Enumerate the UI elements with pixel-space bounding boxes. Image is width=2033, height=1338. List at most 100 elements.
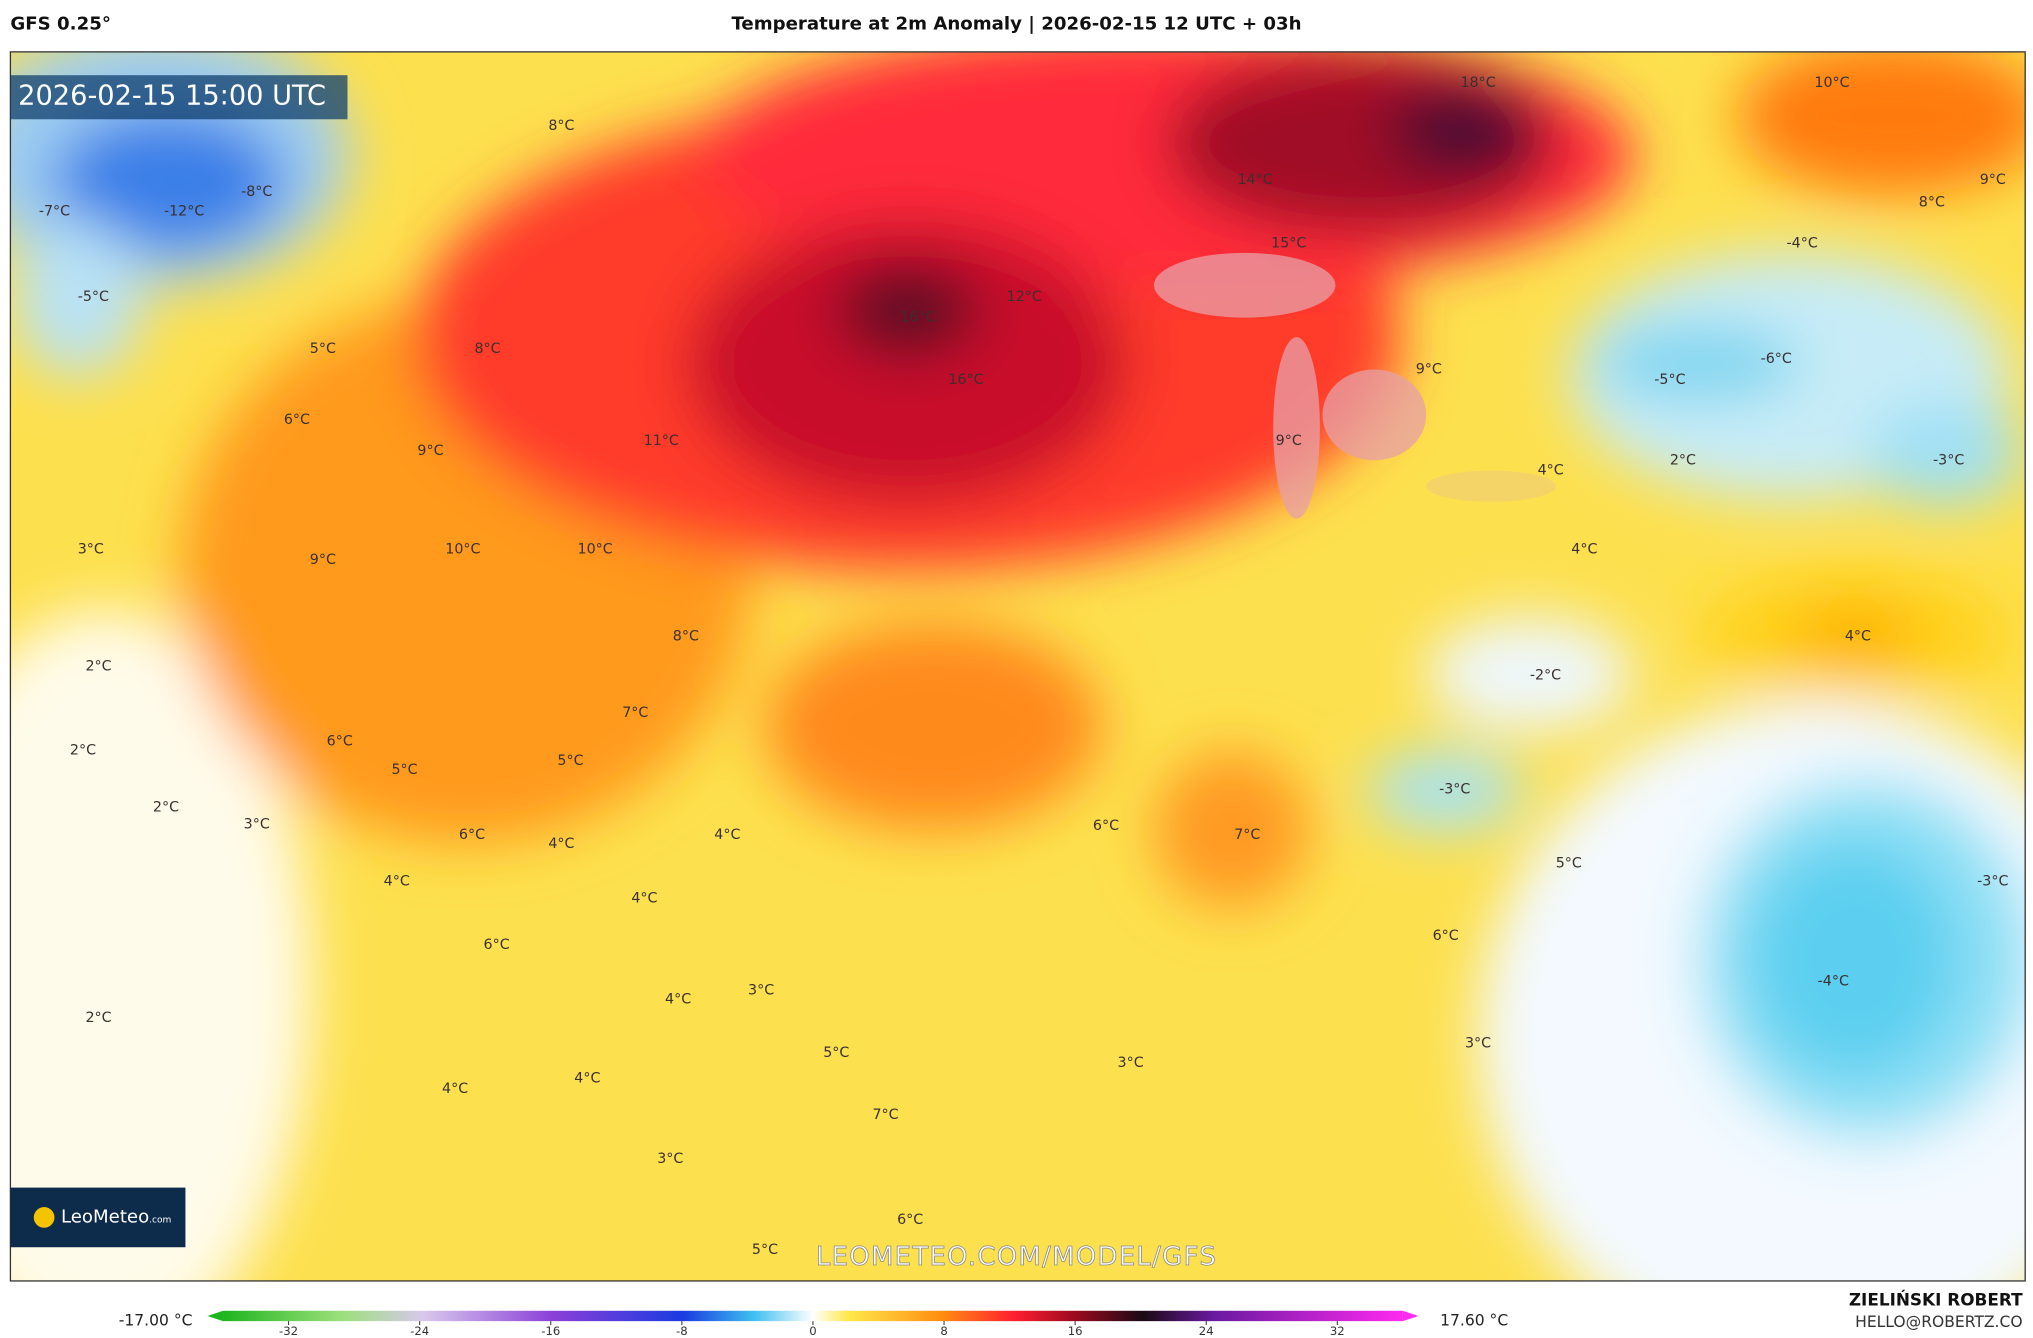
temperature-label: 4°C [1845, 629, 1871, 645]
temperature-label: 3°C [748, 983, 774, 999]
map-frame [9, 51, 2026, 1282]
colorbar-tick-label: 8 [940, 1324, 947, 1338]
temperature-label: 3°C [1465, 1036, 1491, 1052]
temperature-label: 16°C [948, 372, 983, 388]
temperature-label: 2°C [85, 658, 111, 674]
temperature-label: -5°C [1654, 372, 1685, 388]
temperature-label: 9°C [310, 552, 336, 568]
temperature-label: 9°C [1980, 172, 2006, 188]
temperature-label: 4°C [442, 1081, 468, 1097]
temperature-label: 4°C [665, 992, 691, 1008]
temperature-label: -3°C [1977, 874, 2008, 890]
temperature-label: 18°C [1460, 75, 1495, 91]
temperature-label: 7°C [622, 705, 648, 721]
temperature-label: 5°C [557, 753, 583, 769]
logo-sun [33, 1207, 55, 1228]
temperature-label: 14°C [1237, 172, 1272, 188]
colorbar-tick-label: -32 [279, 1324, 298, 1338]
temperature-label: 4°C [631, 890, 657, 906]
temperature-label: 2°C [1670, 452, 1696, 468]
temperature-label: 6°C [284, 412, 310, 428]
temperature-label: -12°C [164, 203, 204, 219]
temperature-label: 2°C [85, 1010, 111, 1026]
temperature-label: 6°C [327, 734, 353, 750]
temperature-label: 5°C [1556, 855, 1582, 871]
temperature-label: 9°C [1416, 362, 1442, 378]
map-field [10, 51, 2026, 1281]
temperature-label: 6°C [897, 1212, 923, 1228]
temperature-label: 3°C [657, 1151, 683, 1167]
temperature-label: 8°C [1919, 194, 1945, 210]
credit-email: HELLO@ROBERTZ.CO [1855, 1313, 2022, 1331]
timestamp-box [10, 75, 348, 120]
logo-text: LeoMeteo [61, 1206, 149, 1227]
temperature-label: 10°C [1814, 75, 1849, 91]
temperature-label: -7°C [39, 203, 70, 219]
temperature-label: 9°C [417, 443, 443, 459]
temperature-label: 9°C [1276, 433, 1302, 449]
temperature-label: 12°C [1007, 289, 1042, 305]
timestamp: 2026-02-15 15:00 UTC [18, 81, 326, 112]
temperature-label: 4°C [384, 874, 410, 890]
temperature-label: 5°C [310, 341, 336, 357]
temperature-label: 4°C [1538, 463, 1564, 479]
great-lakes [1153, 252, 1556, 519]
temperature-label: 3°C [1118, 1055, 1144, 1071]
temperature-label: -3°C [1933, 452, 1964, 468]
temperature-label: 3°C [78, 542, 104, 558]
temperature-label: 5°C [391, 762, 417, 778]
temperature-label: 8°C [548, 118, 574, 134]
colorbar-tick-label: -8 [676, 1324, 688, 1338]
temperature-label: 4°C [574, 1071, 600, 1087]
temperature-label: 7°C [872, 1107, 898, 1123]
model-name: GFS 0.25° [10, 14, 111, 35]
temperature-label: 5°C [752, 1242, 778, 1258]
map-labels: 8°C -8°C -12°C -7°C -5°C 18°C 14°C 15°C 10°C 8°C 9… [39, 75, 2009, 1258]
temperature-label: -5°C [78, 289, 109, 305]
colorbar-high-end [1402, 1310, 1419, 1322]
watermark: LEOMETEO.COM/MODEL/GFS [816, 1242, 1217, 1272]
temperature-label: 4°C [548, 836, 574, 852]
temperature-label: -6°C [1761, 351, 1792, 367]
colorbar-tick-label: -24 [410, 1324, 429, 1338]
temperature-label: 3°C [244, 817, 270, 833]
temperature-label: 2°C [153, 800, 179, 816]
temperature-label: 2°C [70, 743, 96, 759]
temperature-label: 4°C [1571, 542, 1597, 558]
temperature-label: -4°C [1787, 236, 1818, 252]
colorbar-gradient [223, 1310, 1403, 1322]
temperature-label: -8°C [241, 184, 272, 200]
temperature-label: -2°C [1530, 667, 1561, 683]
colorbar-low-end [207, 1310, 224, 1322]
temperature-label: 15°C [1271, 236, 1306, 252]
credit-author: ZIELIŃSKI ROBERT [1849, 1288, 2023, 1309]
colorbar-tick-label: 24 [1199, 1324, 1214, 1338]
temperature-label: 8°C [673, 629, 699, 645]
logo-suffix: .com [149, 1216, 171, 1226]
colorbar-tick-label: 32 [1330, 1324, 1345, 1338]
temperature-label: 6°C [484, 937, 510, 953]
temperature-label: 11°C [644, 433, 679, 449]
colorbar-min: -17.00 °C [119, 1312, 193, 1330]
temperature-label: 10°C [445, 542, 480, 558]
temperature-label: 10°C [578, 542, 613, 558]
colorbar-tick-label: 16 [1068, 1324, 1083, 1338]
colorbar-tick-label: 0 [809, 1324, 816, 1338]
temperature-label: 6°C [459, 827, 485, 843]
temperature-label: 16°C [900, 310, 935, 326]
temperature-label: 6°C [1433, 928, 1459, 944]
colorbar-tick-label: -16 [541, 1324, 560, 1338]
map-title: Temperature at 2m Anomaly | 2026-02-15 1… [731, 14, 1301, 35]
colorbar-max: 17.60 °C [1440, 1312, 1508, 1330]
temperature-label: 7°C [1234, 827, 1260, 843]
temperature-label: -3°C [1439, 782, 1470, 798]
temperature-label: 8°C [474, 341, 500, 357]
colorbar: -32 -24 -16 -8 0 8 16 24 32 [207, 1310, 1419, 1338]
temperature-label: -4°C [1818, 973, 1849, 989]
temperature-label: 4°C [714, 827, 740, 843]
temperature-label: 6°C [1093, 818, 1119, 834]
temperature-label: 5°C [823, 1045, 849, 1061]
